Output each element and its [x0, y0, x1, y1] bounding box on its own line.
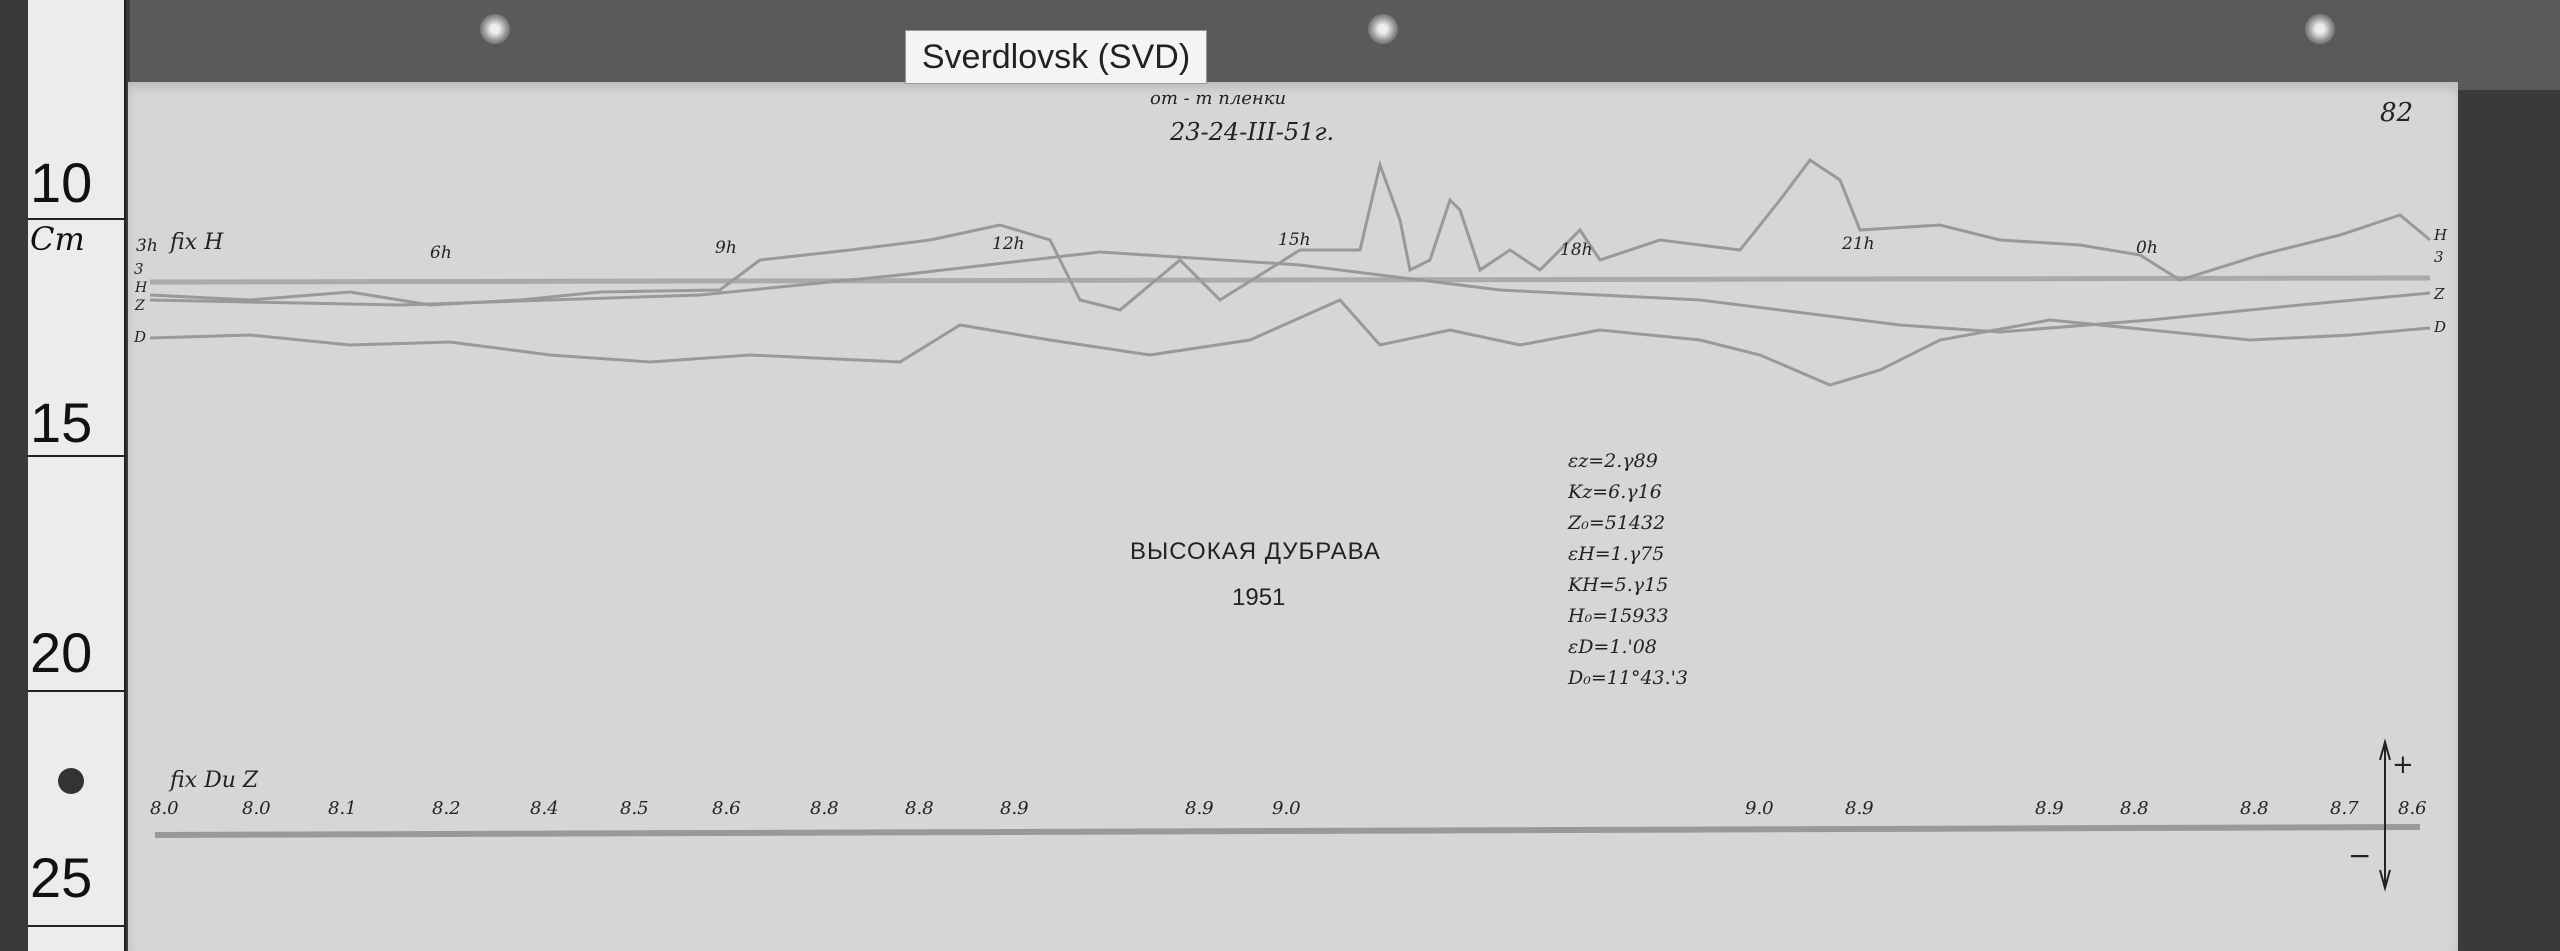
station-tag: Sverdlovsk (SVD) [905, 30, 1207, 84]
screw-icon [480, 14, 510, 44]
trace-h [149, 157, 2431, 312]
scale-value: 8.8 [810, 798, 839, 819]
record-date: 23-24-III-51г. [1170, 118, 1335, 146]
ruler-mark: 10 [30, 151, 93, 214]
hour-mark: 6h [430, 243, 452, 263]
parameter: εH=1.γ75 [1568, 543, 1665, 565]
parameter: εz=2.γ89 [1568, 450, 1658, 472]
screw-icon [1368, 14, 1398, 44]
scale-value: 8.4 [530, 798, 559, 819]
scale-value: 8.9 [1000, 798, 1029, 819]
trace-label-left: Z [135, 298, 145, 314]
scale-value: 8.0 [150, 798, 179, 819]
scale-value: 8.7 [2330, 798, 2359, 819]
parameter: Kz=6.γ16 [1568, 481, 1662, 503]
parameter: H₀=15933 [1568, 605, 1669, 627]
mounting-board [130, 0, 2560, 90]
hour-mark: 21h [1842, 234, 1875, 254]
temperature-line [154, 824, 2421, 838]
calibration-parameters: εz=2.γ89 Kz=6.γ16 Z₀=51432 εH=1.γ75 KH=5… [1568, 446, 1688, 694]
trace-label-right: D [2434, 318, 2447, 336]
trace-label-right: 3 [2434, 248, 2444, 266]
parameter: D₀=11°43.'3 [1568, 667, 1688, 689]
ruler-mark: 25 [30, 846, 93, 909]
trace-label-left: 3 [134, 260, 144, 278]
fix-duz-label: fix Du Z [170, 768, 259, 793]
scale-value: 9.0 [1745, 798, 1774, 819]
hour-mark: 18h [1560, 240, 1593, 260]
scale-value: 8.8 [2120, 798, 2149, 819]
page-number: 82 [2380, 98, 2414, 128]
parameter: Z₀=51432 [1568, 512, 1666, 534]
trace-label-left: H [135, 280, 148, 296]
trace-d [149, 298, 2431, 387]
hour-mark: 0h [2136, 238, 2158, 258]
scale-value: 8.8 [2240, 798, 2269, 819]
scale-value: 9.0 [1272, 798, 1301, 819]
hour-mark: 9h [715, 238, 737, 258]
ruler-mark: 20 [30, 621, 93, 684]
magnetogram-sheet [128, 82, 2458, 951]
trace-label-left: D [134, 328, 147, 346]
ruler-mark: 15 [30, 391, 93, 454]
scale-value: 8.5 [620, 798, 649, 819]
scale-value: 8.6 [2398, 798, 2427, 819]
hour-mark: 3h [136, 236, 158, 256]
minus-sign: − [2348, 839, 2372, 872]
trace-z [149, 250, 2431, 334]
hour-mark: 15h [1278, 230, 1311, 250]
screw-icon [2305, 14, 2335, 44]
scale-value: 8.2 [432, 798, 461, 819]
film-note: от - m пленки [1150, 88, 1287, 109]
trace-label-right: H [2434, 226, 2448, 244]
ruler-unit: Cm [30, 220, 85, 258]
trace-label-right: Z [2434, 285, 2445, 303]
ruler: 10 Cm 15 20 25 [28, 0, 126, 951]
scale-value: 8.1 [328, 798, 357, 819]
scale-value: 8.9 [2035, 798, 2064, 819]
year: 1951 [1232, 584, 1286, 611]
fix-h-label: fix H [170, 230, 224, 255]
scale-value: 8.0 [242, 798, 271, 819]
baseline-h [149, 275, 2431, 285]
parameter: KH=5.γ15 [1568, 574, 1669, 596]
plus-sign: + [2392, 750, 2414, 780]
parameter: εD=1.'08 [1568, 636, 1657, 658]
hour-mark: 12h [992, 234, 1025, 254]
scale-value: 8.6 [712, 798, 741, 819]
scale-value: 8.9 [1845, 798, 1874, 819]
scale-value: 8.9 [1185, 798, 1214, 819]
scale-value: 8.8 [905, 798, 934, 819]
station-name: ВЫСОКАЯ ДУБРАВА [1130, 538, 1381, 565]
